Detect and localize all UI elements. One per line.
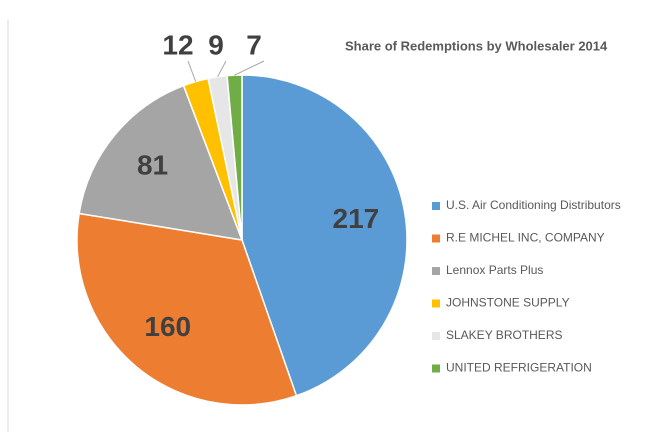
data-label: 7 [246, 29, 262, 60]
pie-slice [241, 74, 408, 397]
legend-label: UNITED REFRIGERATION [446, 361, 592, 375]
chart-title: Share of Redemptions by Wholesaler 2014 [345, 38, 608, 53]
legend-label: R.E MICHEL INC, COMPANY [446, 231, 605, 245]
data-label: 9 [208, 29, 224, 60]
legend-swatch [432, 332, 440, 340]
legend-swatch [432, 202, 440, 210]
leader-line [217, 60, 227, 78]
legend-label: Lennox Parts Plus [446, 263, 543, 277]
legend-swatch [432, 267, 440, 275]
legend-label: JOHNSTONE SUPPLY [446, 296, 570, 310]
data-label: 217 [333, 203, 380, 234]
legend-swatch [432, 299, 440, 308]
pie-slice [76, 212, 298, 406]
leader-line [187, 60, 197, 82]
leader-line [234, 60, 265, 76]
pie-slice [226, 74, 243, 241]
legend-label: U.S. Air Conditioning Distributors [446, 198, 621, 212]
legend-swatch [432, 364, 440, 373]
legend-swatch [432, 234, 440, 243]
pie-slice [78, 84, 244, 241]
data-label: 160 [144, 311, 191, 342]
legend-label: SLAKEY BROTHERS [446, 328, 562, 342]
data-label: 81 [137, 149, 168, 180]
data-label: 12 [162, 29, 193, 60]
